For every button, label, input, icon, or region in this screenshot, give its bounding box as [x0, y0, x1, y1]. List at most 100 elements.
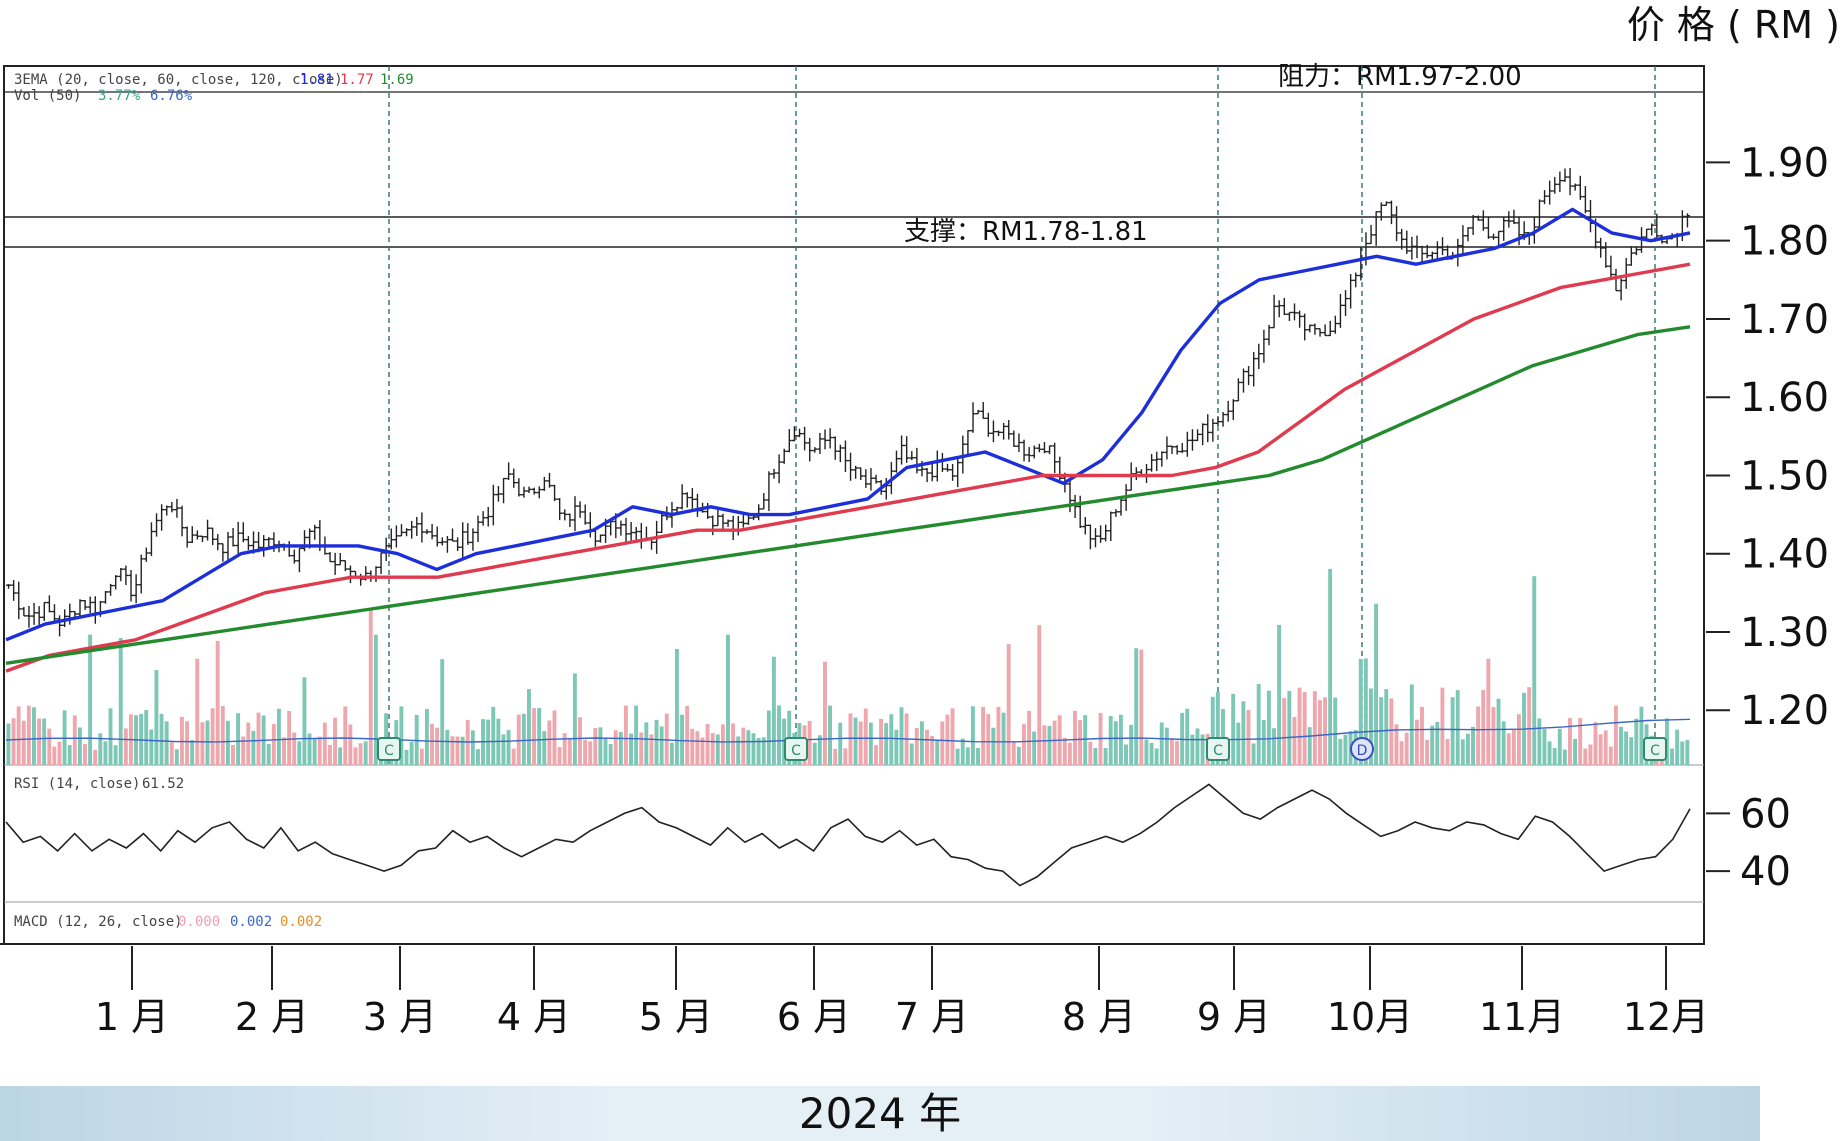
month-label: 5 月 [639, 995, 713, 1039]
volume-bar [930, 736, 935, 765]
volume-bar [154, 670, 159, 765]
volume-bar [705, 723, 710, 765]
volume-bar [1670, 748, 1674, 765]
volume-bar [1037, 625, 1042, 765]
volume-bar [945, 714, 950, 765]
volume-bar [256, 712, 261, 765]
volume-bar [1593, 722, 1598, 765]
volume-bar [435, 727, 440, 765]
volume-bar [419, 748, 424, 765]
volume-bar [1414, 719, 1419, 765]
volume-bar [1639, 706, 1644, 765]
volume-bar [1272, 728, 1276, 765]
vol-legend-label: Vol (50) [14, 88, 81, 104]
volume-bar [1231, 693, 1236, 765]
volume-bar [475, 749, 480, 765]
volume-bar [144, 710, 149, 765]
volume-bar [424, 708, 429, 765]
volume-bar [1149, 742, 1154, 765]
volume-bar [1317, 700, 1322, 765]
volume-bar [588, 741, 593, 765]
volume-bar [1613, 705, 1618, 765]
volume-bar [1139, 649, 1144, 765]
volume-bar [853, 717, 858, 765]
volume-bar [1113, 721, 1118, 765]
volume-bar [343, 706, 348, 765]
volume-bar [1374, 603, 1379, 765]
volume-bar [761, 737, 766, 765]
volume-bar [1032, 731, 1037, 765]
volume-bar [215, 640, 220, 765]
month-label: 8 月 [1062, 995, 1136, 1039]
volume-bar [348, 724, 353, 765]
volume-bar [603, 739, 608, 765]
volume-bar [807, 720, 812, 765]
volume-bar [470, 730, 475, 765]
volume-bar [547, 720, 552, 765]
volume-bar [741, 727, 746, 765]
volume-bar [1573, 738, 1578, 765]
volume-bar [1481, 689, 1486, 765]
volume-bar [368, 608, 373, 765]
volume-bar [1215, 691, 1220, 765]
volume-bar [312, 738, 317, 765]
volume-bar [32, 707, 36, 765]
volume-bar [353, 747, 358, 765]
volume-bar [1425, 739, 1430, 765]
candles [6, 167, 1690, 637]
volume-average-line [5, 718, 1691, 743]
volume-bar [838, 722, 843, 765]
volume-bar [578, 717, 582, 765]
volume-bar [455, 736, 460, 765]
price-tick-label: 1.50 [1740, 453, 1829, 499]
volume-bar [659, 726, 664, 765]
volume-bar [317, 736, 322, 765]
volume-bar [1124, 744, 1128, 765]
volume-bar [1542, 729, 1547, 765]
volume-bar [685, 705, 690, 765]
volume-bar [440, 659, 445, 765]
volume-bar [986, 714, 991, 765]
volume-bars [5, 568, 1691, 765]
volume-bar [710, 733, 715, 765]
macd-value-1: 0.000 [178, 914, 220, 930]
volume-bar [1624, 731, 1629, 765]
volume-bar [123, 728, 128, 765]
price-tick-label: 1.60 [1740, 375, 1829, 421]
volume-bar [1292, 717, 1297, 765]
volume-bar [817, 735, 822, 765]
volume-bar [1134, 648, 1139, 765]
volume-bar [562, 733, 567, 765]
volume-bar [1052, 720, 1057, 765]
ema120-line [5, 325, 1691, 665]
volume-bar [756, 738, 761, 765]
volume-bar [715, 734, 720, 765]
volume-bar [899, 707, 904, 765]
price-tick-label: 1.30 [1740, 610, 1829, 656]
volume-bar [358, 743, 363, 765]
ema120-value: 1.69 [380, 72, 414, 88]
volume-bar [1083, 715, 1088, 765]
volume-bar [1210, 696, 1215, 765]
vol-value-2: 6.76% [150, 88, 193, 104]
volume-bar [1154, 748, 1159, 765]
month-label: 11月 [1479, 995, 1565, 1039]
month-label: 12月 [1623, 995, 1709, 1039]
volume-bar [1062, 737, 1067, 765]
volume-bar [1629, 737, 1634, 765]
volume-bar [746, 730, 751, 765]
volume-bar [1358, 658, 1363, 765]
volume-bar [981, 706, 986, 765]
volume-bar [940, 721, 945, 765]
volume-bar [914, 727, 919, 765]
event-marker-label: D [1357, 743, 1368, 759]
volume-bar [1006, 644, 1011, 765]
volume-bar [404, 749, 409, 765]
volume-bar [894, 729, 899, 765]
volume-bar [1067, 742, 1072, 765]
volume-bar [236, 713, 241, 765]
volume-bar [1394, 724, 1399, 765]
volume-bar [185, 721, 190, 765]
volume-bar [527, 689, 531, 765]
